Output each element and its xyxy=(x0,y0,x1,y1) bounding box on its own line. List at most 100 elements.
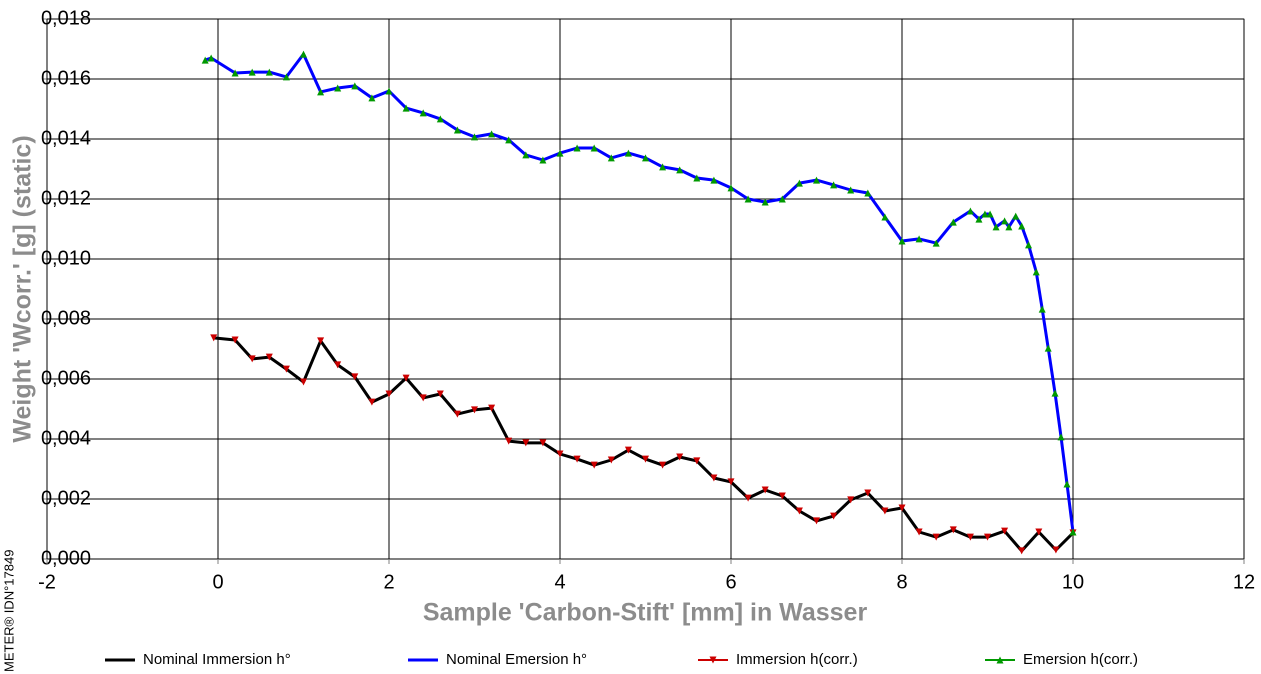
marker xyxy=(727,184,735,192)
marker xyxy=(556,149,564,157)
marker xyxy=(248,355,256,363)
marker xyxy=(676,166,684,174)
marker xyxy=(1057,433,1065,441)
marker xyxy=(813,176,820,184)
marker xyxy=(727,478,735,486)
marker xyxy=(368,398,376,406)
marker xyxy=(1035,528,1043,536)
marker xyxy=(932,533,940,541)
marker xyxy=(505,136,513,144)
marker xyxy=(385,390,393,398)
marker xyxy=(419,394,427,402)
marker xyxy=(231,69,239,77)
marker xyxy=(932,239,940,247)
marker xyxy=(453,410,461,418)
marker xyxy=(1038,305,1046,313)
marker xyxy=(488,404,496,412)
marker xyxy=(986,210,994,218)
marker xyxy=(847,186,855,194)
marker xyxy=(744,494,752,502)
marker xyxy=(676,453,684,461)
marker xyxy=(505,437,513,445)
marker xyxy=(573,455,581,463)
marker xyxy=(693,174,701,182)
y-tick-label: 0,014 xyxy=(41,127,91,149)
marker xyxy=(265,68,273,76)
marker xyxy=(830,181,838,189)
x-tick-label: 0 xyxy=(212,571,223,593)
marker xyxy=(488,130,496,138)
marker xyxy=(265,353,273,361)
marker xyxy=(847,496,855,504)
marker xyxy=(201,56,209,64)
marker xyxy=(248,68,256,76)
y-tick-label: 0,004 xyxy=(41,427,91,449)
marker xyxy=(351,373,359,381)
legend-label: Nominal Emersion h° xyxy=(446,651,587,668)
y-tick-label: 0,006 xyxy=(41,367,91,389)
marker xyxy=(813,517,820,525)
marker xyxy=(522,151,530,159)
marker xyxy=(573,144,581,152)
marker xyxy=(693,457,701,465)
marker xyxy=(1001,527,1009,535)
legend-label: Nominal Immersion h° xyxy=(143,651,291,668)
marker xyxy=(975,215,983,223)
marker xyxy=(830,512,838,520)
y-tick-label: 0,000 xyxy=(41,547,91,569)
marker xyxy=(744,195,752,203)
marker xyxy=(996,656,1004,664)
marker xyxy=(556,450,564,458)
marker xyxy=(659,461,667,469)
y-tick-label: 0,018 xyxy=(41,7,91,29)
marker xyxy=(710,474,718,482)
marker xyxy=(590,461,598,469)
marker xyxy=(949,526,957,534)
x-tick-label: 10 xyxy=(1062,571,1084,593)
marker xyxy=(981,210,989,218)
marker xyxy=(1044,344,1052,352)
marker xyxy=(966,207,974,215)
marker xyxy=(1001,217,1009,225)
y-axis-title: Weight 'Wcorr.' [g] (static) xyxy=(9,135,37,442)
marker xyxy=(402,104,410,112)
marker xyxy=(881,507,889,515)
marker xyxy=(522,439,530,447)
marker xyxy=(351,82,359,90)
marker xyxy=(231,336,239,344)
marker xyxy=(778,492,786,500)
marker xyxy=(471,133,478,141)
y-tick-label: 0,010 xyxy=(41,247,91,269)
marker xyxy=(795,507,803,515)
y-tick-label: 0,012 xyxy=(41,187,91,209)
marker xyxy=(607,456,615,464)
marker xyxy=(898,504,906,512)
marker xyxy=(915,235,923,243)
marker xyxy=(385,87,393,95)
marker xyxy=(300,50,307,58)
marker xyxy=(659,163,667,171)
marker xyxy=(1052,546,1060,554)
marker xyxy=(334,84,342,92)
marker xyxy=(864,489,872,497)
marker xyxy=(436,390,444,398)
x-tick-label: 12 xyxy=(1233,571,1255,593)
marker xyxy=(317,337,325,345)
marker xyxy=(1005,223,1013,231)
marker xyxy=(1018,222,1026,230)
side-note: METER® IDN°17849 xyxy=(1,550,16,672)
marker xyxy=(624,149,632,157)
marker xyxy=(1018,547,1026,555)
marker xyxy=(915,528,923,536)
marker xyxy=(761,198,769,206)
marker xyxy=(282,73,290,81)
marker xyxy=(1012,212,1020,220)
legend-label: Immersion h(corr.) xyxy=(736,651,858,668)
marker xyxy=(795,179,803,187)
x-axis-title: Sample 'Carbon-Stift' [mm] in Wasser xyxy=(423,599,868,627)
marker xyxy=(210,334,218,342)
x-tick-label: -2 xyxy=(38,571,56,593)
marker xyxy=(368,94,376,102)
marker xyxy=(761,486,769,494)
